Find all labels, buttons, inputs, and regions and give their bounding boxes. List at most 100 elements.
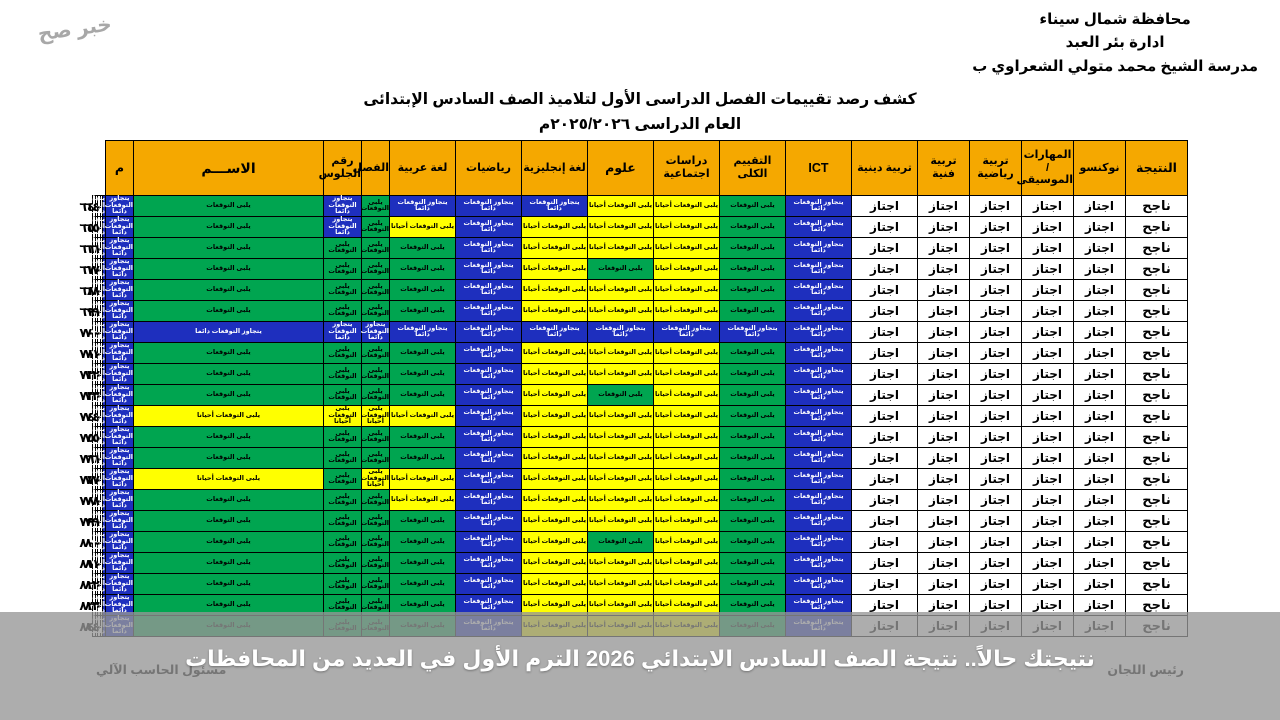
cell-level: يلبى التوقعات (133, 594, 324, 616)
cell-pass: اجتاز (1073, 279, 1126, 301)
cell-level: يتجاوز التوقعات دائما (653, 321, 720, 343)
cell-pass: اجتاز (969, 594, 1022, 616)
cell-pass: اجتاز (851, 195, 918, 217)
cell-pass: اجتاز (969, 384, 1022, 406)
cell-pass: اجتاز (1021, 342, 1074, 364)
cell-no: ٨٣ (79, 594, 96, 616)
col-total: التقييم الكلى (719, 140, 786, 196)
cell-pass: اجتاز (1021, 426, 1074, 448)
cell-level: يلبى التوقعات (133, 363, 324, 385)
cell-pass: اجتاز (1021, 363, 1074, 385)
col-arabic: لغة عربية (389, 140, 456, 196)
cell-level: يلبى التوقعات (719, 594, 786, 616)
cell-level: يتجاوز التوقعات دائما (785, 195, 852, 217)
cell-pass: اجتاز (917, 216, 970, 238)
cell-pass: اجتاز (1021, 237, 1074, 259)
cell-pass: اجتاز (851, 552, 918, 574)
cell-level: يتجاوز التوقعات دائما (104, 594, 134, 616)
cell-pass: اجتاز (917, 405, 970, 427)
cell-level: يتجاوز التوقعات دائما (455, 363, 522, 385)
cell-pass: اجتاز (969, 363, 1022, 385)
cell-pass: اجتاز (917, 321, 970, 343)
cell-pass: اجتاز (851, 468, 918, 490)
cell-result: ناجح (1125, 321, 1188, 343)
cell-level: يلبى التوقعات أحيانا (521, 594, 588, 616)
col-social: دراسات اجتماعية (653, 140, 720, 196)
cell-pass: اجتاز (917, 237, 970, 259)
cell-level: يلبى التوقعات (719, 531, 786, 553)
cell-level: يلبى التوقعات (361, 237, 390, 259)
cell-pass: اجتاز (1073, 363, 1126, 385)
cell-level: يلبى التوقعات أحيانا (653, 342, 720, 364)
governorate-line: محافظة شمال سيناء (1039, 11, 1191, 28)
cell-level: يتجاوز التوقعات دائما (104, 237, 134, 259)
cell-result: ناجح (1125, 426, 1188, 448)
cell-level: يلبى التوقعات (133, 279, 324, 301)
cell-level: يلبى التوقعات (323, 426, 362, 448)
cell-pass: اجتاز (917, 279, 970, 301)
cell-pass: اجتاز (917, 195, 970, 217)
cell-level: يلبى التوقعات (133, 510, 324, 532)
cell-level: يتجاوز التوقعات دائما (389, 195, 456, 217)
cell-pass: اجتاز (851, 237, 918, 259)
cell-level: يلبى التوقعات أحيانا (653, 489, 720, 511)
cell-level: يلبى التوقعات (323, 342, 362, 364)
document-title: كشف رصد تقييمات الفصل الدراسى الأول لتلا… (0, 88, 1280, 138)
cell-pass: اجتاز (851, 279, 918, 301)
cell-level: يلبى التوقعات أحيانا (521, 489, 588, 511)
col-art: تربية فنية (917, 140, 970, 196)
col-pe: تربية رياضية (969, 140, 1022, 196)
title-line-2: العام الدراسى ٢٠٢٥/٢٠٢٦م (538, 115, 742, 133)
cell-level: يلبى التوقعات (389, 363, 456, 385)
cell-pass: اجتاز (1021, 531, 1074, 553)
cell-level: يلبى التوقعات أحيانا (587, 342, 654, 364)
cell-level: يلبى التوقعات (361, 279, 390, 301)
cell-pass: اجتاز (1073, 489, 1126, 511)
cell-level: يلبى التوقعات (719, 447, 786, 469)
cell-result: ناجح (1125, 594, 1188, 616)
cell-level: يلبى التوقعات أحيانا (521, 216, 588, 238)
cell-level: يلبى التوقعات أحيانا (521, 405, 588, 427)
cell-level: يتجاوز التوقعات دائما (785, 258, 852, 280)
col-seat: رقم الجلوس (319, 140, 362, 196)
cell-pass: اجتاز (1073, 552, 1126, 574)
cell-result: ناجح (1125, 195, 1188, 217)
cell-level: يتجاوز التوقعات دائما (455, 405, 522, 427)
cell-level: يتجاوز التوقعات دائما (323, 321, 362, 343)
cell-pass: اجتاز (917, 552, 970, 574)
cell-level: يلبى التوقعات (361, 489, 390, 511)
cell-result: ناجح (1125, 363, 1188, 385)
cell-level: يتجاوز التوقعات دائما (785, 552, 852, 574)
cell-level: يلبى التوقعات (719, 216, 786, 238)
cell-level: يتجاوز التوقعات دائما (455, 489, 522, 511)
cell-level: يتجاوز التوقعات دائما (785, 447, 852, 469)
cell-pass: اجتاز (1073, 321, 1126, 343)
cell-level: يلبى التوقعات (133, 342, 324, 364)
cell-level: يتجاوز التوقعات دائما (455, 237, 522, 259)
cell-level: يلبى التوقعات (361, 195, 390, 217)
cell-level: يلبى التوقعات (133, 552, 324, 574)
cell-level: يلبى التوقعات (323, 237, 362, 259)
cell-level: يلبى التوقعات أحيانا (521, 510, 588, 532)
cell-pass: اجتاز (851, 216, 918, 238)
caption-text: نتيجتك حالاً.. نتيجة الصف السادس الابتدا… (185, 646, 1095, 671)
cell-no: ٦٦ (79, 237, 96, 259)
cell-level: يتجاوز التوقعات دائما (785, 468, 852, 490)
cell-level: يتجاوز التوقعات دائما (455, 258, 522, 280)
cell-pass: اجتاز (851, 300, 918, 322)
watermark: خبر صح (36, 13, 114, 46)
cell-level: يلبى التوقعات أحيانا (521, 384, 588, 406)
col-kontaktso: نوكنسو (1073, 140, 1126, 196)
cell-level: يلبى التوقعات أحيانا (521, 552, 588, 574)
cell-level: يلبى التوقعات أحيانا (521, 363, 588, 385)
cell-level: يلبى التوقعات (719, 552, 786, 574)
col-ict: ICT (785, 140, 852, 196)
cell-pass: اجتاز (1073, 342, 1126, 364)
cell-level: يلبى التوقعات أحيانا (587, 594, 654, 616)
cell-pass: اجتاز (851, 258, 918, 280)
cell-pass: اجتاز (1073, 510, 1126, 532)
